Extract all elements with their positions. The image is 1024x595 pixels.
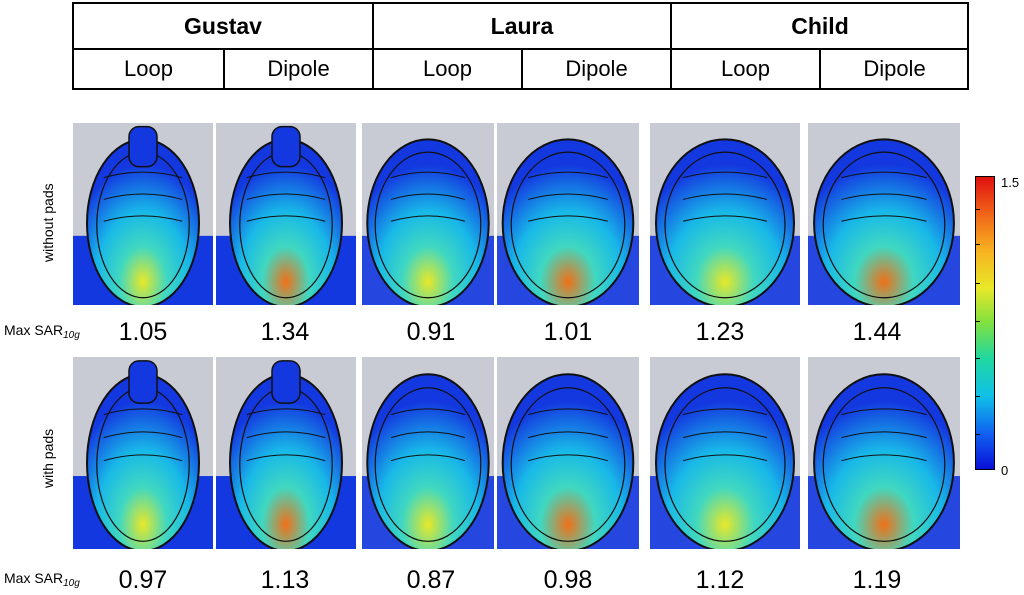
colorbar-tick	[975, 358, 980, 359]
sar-label-subscript: 10g	[63, 578, 80, 589]
subject-row: Gustav Laura Child	[74, 4, 967, 50]
sar-value-laura-dipole-with: 0.98	[543, 566, 593, 594]
sar-map-gustav-loop-without-pads	[73, 123, 213, 305]
sar-map-gustav-dipole-with-pads	[216, 357, 356, 549]
sar-label-text: Max SAR	[4, 322, 64, 338]
subject-laura: Laura	[372, 4, 670, 48]
row-label-without-pads: without pads	[40, 183, 56, 262]
sar-value-gustav-loop-without: 1.05	[118, 318, 168, 346]
sar-map-gustav-dipole-without-pads	[216, 123, 356, 305]
colorbar-tick	[975, 244, 980, 245]
coil-row: Loop Dipole Loop Dipole Loop Dipole	[74, 48, 967, 90]
coil-laura-loop: Loop	[372, 48, 521, 90]
subject-child: Child	[670, 4, 968, 48]
sar-map-child-loop-without-pads	[650, 123, 800, 305]
sar-map-laura-dipole-without-pads	[497, 123, 639, 305]
coil-child-dipole: Dipole	[819, 48, 968, 90]
sar-map-laura-loop-without-pads	[362, 123, 494, 305]
coil-laura-dipole: Dipole	[521, 48, 670, 90]
sar-map-laura-loop-with-pads	[362, 357, 494, 549]
sar-label-text: Max SAR	[4, 570, 64, 586]
sar-value-laura-loop-with: 0.87	[406, 566, 456, 594]
colorbar-tick	[975, 321, 980, 322]
colorbar-tick	[975, 209, 980, 210]
sar-label-with-pads: Max SAR10g	[4, 570, 80, 589]
sar-value-child-loop-without: 1.23	[695, 318, 745, 346]
sar-map-gustav-loop-with-pads	[73, 357, 213, 549]
sar-value-child-loop-with: 1.12	[695, 566, 745, 594]
colorbar-tick	[975, 396, 980, 397]
sar-value-laura-dipole-without: 1.01	[543, 318, 593, 346]
sar-value-laura-loop-without: 0.91	[406, 318, 456, 346]
sar-map-child-dipole-with-pads	[808, 357, 960, 549]
sar-label-without-pads: Max SAR10g	[4, 322, 80, 341]
colorbar-tick	[975, 283, 980, 284]
sar-map-child-loop-with-pads	[650, 357, 800, 549]
sar-map-child-dipole-without-pads	[808, 123, 960, 305]
coil-gustav-dipole: Dipole	[223, 48, 372, 90]
sar-value-child-dipole-without: 1.44	[852, 318, 902, 346]
coil-gustav-loop: Loop	[124, 56, 173, 81]
sar-value-gustav-dipole-without: 1.34	[260, 318, 310, 346]
sar-value-gustav-loop-with: 0.97	[118, 566, 168, 594]
sar-map-laura-dipole-with-pads	[497, 357, 639, 549]
subject-gustav: Gustav	[184, 12, 262, 39]
colorbar	[975, 176, 995, 470]
row-label-with-pads: with pads	[40, 428, 56, 488]
sar-label-subscript: 10g	[63, 330, 80, 341]
sar-value-child-dipole-with: 1.19	[852, 566, 902, 594]
coil-child-loop: Loop	[670, 48, 819, 90]
colorbar-max-label: 1.5	[1001, 175, 1020, 190]
sar-value-gustav-dipole-with: 1.13	[260, 566, 310, 594]
colorbar-min-label: 0	[1001, 463, 1009, 478]
colorbar-tick	[975, 434, 980, 435]
header-table: Gustav Laura Child Loop Dipole Loop Dipo…	[72, 2, 969, 90]
